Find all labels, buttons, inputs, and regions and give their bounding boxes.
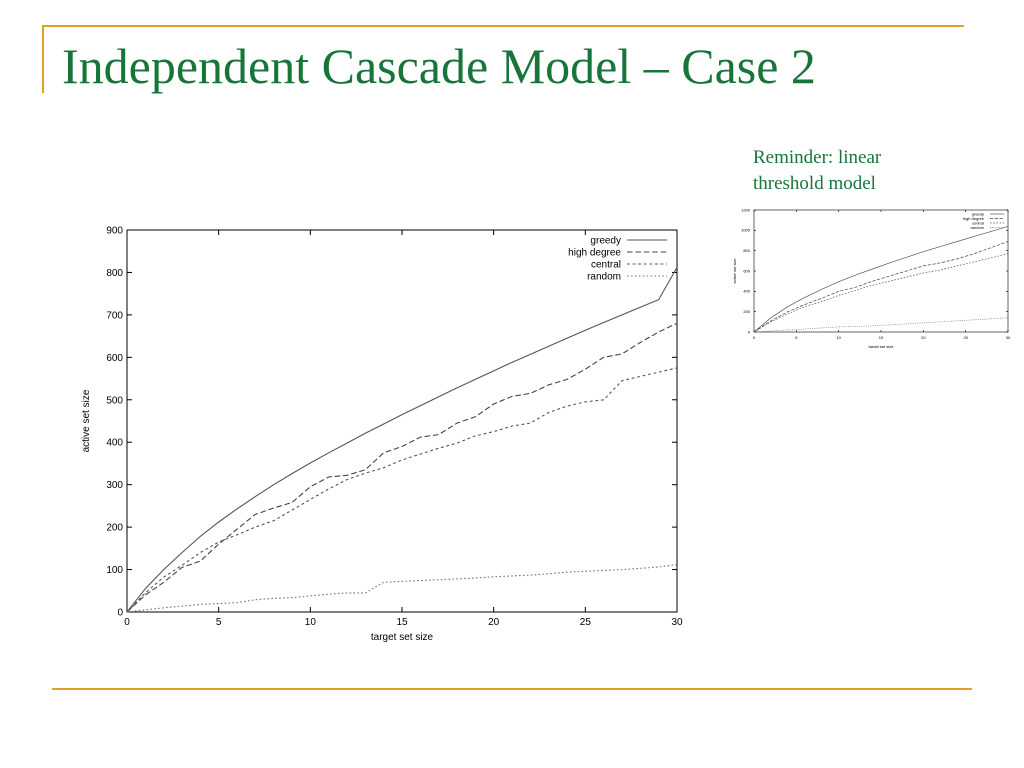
series-line-central (126, 367, 678, 613)
y-tick-label: 0 (748, 329, 751, 334)
x-tick-label: 5 (795, 335, 798, 340)
y-tick-label: 600 (106, 353, 123, 364)
series-line-greedy (126, 267, 678, 613)
legend-label: high degree (963, 216, 985, 221)
x-axis-label: target set size (371, 632, 434, 643)
x-tick-label: 10 (305, 617, 317, 628)
x-tick-label: 10 (836, 335, 841, 340)
reminder-note: Reminder: linear threshold model (753, 145, 983, 196)
accent-rule-bottom (52, 688, 972, 690)
series-line-high-degree (126, 322, 678, 613)
accent-rule-vertical (42, 25, 44, 93)
main-chart: 0 5 10 15 20 25 300100200300400500600700800900… (81, 226, 683, 644)
y-tick-label: 400 (106, 438, 123, 449)
y-tick-label: 200 (106, 523, 123, 534)
legend-label: random (970, 225, 984, 230)
x-tick-label: 20 (921, 335, 926, 340)
series-line-central (753, 253, 1009, 333)
y-tick-label: 200 (743, 309, 750, 314)
x-tick-label: 15 (879, 335, 884, 340)
y-axis-label: active set size (81, 389, 92, 452)
x-tick-label: 20 (488, 617, 500, 628)
y-tick-label: 800 (743, 248, 750, 253)
y-tick-label: 1200 (741, 207, 751, 212)
legend-label: central (972, 220, 984, 225)
accent-rule-top (42, 25, 964, 27)
reminder-line-2: threshold model (753, 172, 876, 194)
y-tick-label: 600 (743, 268, 750, 273)
y-tick-label: 400 (743, 289, 750, 294)
y-tick-label: 700 (106, 310, 123, 321)
y-axis-label: active set size (732, 258, 737, 284)
x-tick-label: 0 (753, 335, 756, 340)
y-tick-label: 100 (106, 565, 123, 576)
reminder-line-1: Reminder: linear (753, 147, 882, 168)
y-tick-label: 500 (106, 395, 123, 406)
x-tick-label: 0 (124, 617, 130, 628)
plot-frame (126, 229, 678, 613)
y-tick-label: 900 (106, 226, 123, 237)
legend-label: greedy (590, 236, 621, 247)
x-tick-label: 5 (216, 617, 222, 628)
series-line-greedy (753, 225, 1009, 333)
series-line-random (126, 563, 678, 613)
slide-title: Independent Cascade Model – Case 2 (62, 38, 816, 94)
x-tick-label: 30 (671, 617, 683, 628)
y-tick-label: 0 (117, 608, 123, 619)
y-tick-label: 300 (106, 480, 123, 491)
legend-label: high degree (568, 248, 621, 259)
y-tick-label: 800 (106, 268, 123, 279)
x-tick-label: 25 (963, 335, 968, 340)
x-axis-label: target set size (869, 344, 895, 348)
series-line-random (753, 317, 1009, 333)
x-tick-label: 15 (396, 617, 408, 628)
legend-label: greedy (972, 211, 984, 216)
x-tick-label: 25 (580, 617, 592, 628)
legend-label: random (587, 272, 621, 283)
y-tick-label: 1000 (741, 228, 751, 233)
thumbnail-chart: 0 5 10 15 20 25 30 0 200 400 600 800 1000 1200 target … (732, 207, 1011, 348)
x-tick-label: 30 (1006, 335, 1011, 340)
series-line-high-degree (753, 241, 1009, 333)
legend-label: central (591, 260, 621, 271)
